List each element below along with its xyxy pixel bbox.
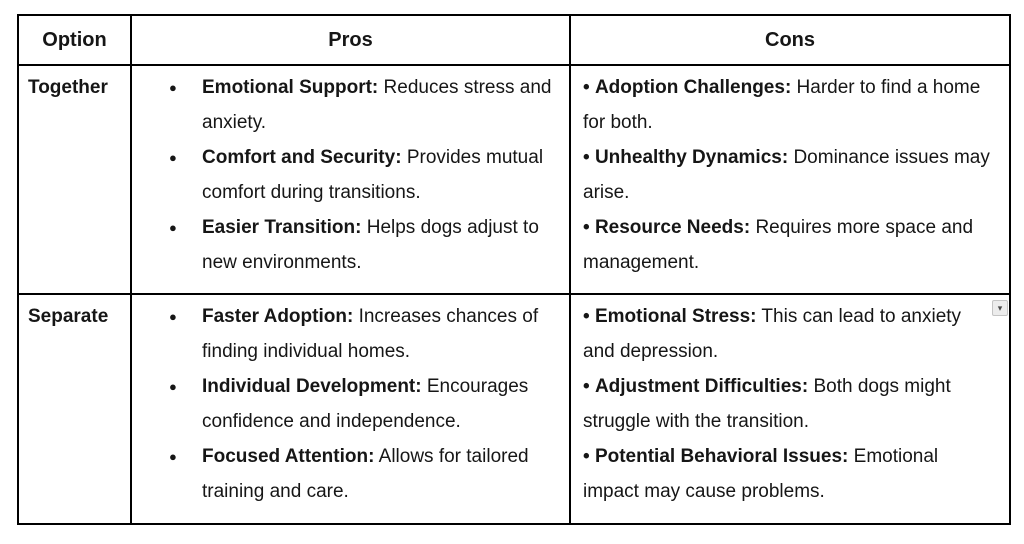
bullet-icon: • (583, 376, 590, 397)
pros-cell: ● Faster Adoption: Increases chances of … (130, 293, 571, 525)
list-item: • Emotional Stress: This can lead to anx… (583, 299, 997, 369)
con-term: Potential Behavioral Issues: (594, 446, 849, 467)
list-item: ● Faster Adoption: Increases chances of … (132, 299, 567, 369)
list-item: • Potential Behavioral Issues: Emotional… (583, 439, 997, 509)
pro-term: Comfort and Security: (202, 147, 402, 168)
list-item: • Adoption Challenges: Harder to find a … (583, 70, 997, 140)
list-item: • Resource Needs: Requires more space an… (583, 210, 997, 280)
table-row-together: Together ● Emotional Support: Reduces st… (17, 64, 1011, 295)
list-item: • Adjustment Difficulties: Both dogs mig… (583, 369, 997, 439)
table-header-row: Option Pros Cons (17, 14, 1011, 66)
list-item: ● Focused Attention: Allows for tailored… (132, 439, 567, 509)
bullet-icon: • (583, 446, 590, 467)
bullet-icon: • (583, 306, 590, 327)
column-header-cons: Cons (569, 14, 1011, 66)
option-cell: Together (17, 64, 132, 295)
bullet-icon: ● (169, 449, 177, 464)
overflow-dropdown-button[interactable]: ▾ (992, 300, 1008, 316)
con-term: Emotional Stress: (594, 306, 757, 327)
pro-term: Emotional Support: (202, 77, 379, 98)
pros-cell: ● Emotional Support: Reduces stress and … (130, 64, 571, 295)
bullet-icon: ● (169, 150, 177, 165)
pro-desc: Reduces stress and anxiety. (202, 77, 552, 133)
con-term: Adjustment Difficulties: (594, 376, 809, 397)
bullet-icon: ● (169, 309, 177, 324)
con-term: Unhealthy Dynamics: (594, 147, 789, 168)
bullet-icon: • (583, 77, 590, 98)
chevron-down-icon: ▾ (997, 302, 1003, 313)
list-item: ● Individual Development: Encourages con… (132, 369, 567, 439)
con-desc: Requires more space and management. (583, 217, 974, 273)
pros-cons-table: Option Pros Cons Together ● Emotional Su… (17, 14, 1011, 525)
cons-cell: • Emotional Stress: This can lead to anx… (569, 293, 1011, 525)
con-desc: This can lead to anxiety and depression. (583, 306, 962, 362)
bullet-icon: • (583, 147, 590, 168)
pro-desc: Provides mutual comfort during transitio… (202, 147, 544, 203)
con-desc: Harder to find a home for both. (583, 77, 981, 133)
pros-list: ● Emotional Support: Reduces stress and … (132, 70, 567, 280)
column-header-option: Option (17, 14, 132, 66)
bullet-icon: ● (169, 220, 177, 235)
list-item: • Unhealthy Dynamics: Dominance issues m… (583, 140, 997, 210)
bullet-icon: ● (169, 80, 177, 95)
pro-desc: Allows for tailored training and care. (202, 446, 529, 502)
pro-term: Faster Adoption: (202, 306, 354, 327)
list-item: ● Comfort and Security: Provides mutual … (132, 140, 567, 210)
option-cell: Separate (17, 293, 132, 525)
con-term: Adoption Challenges: (594, 77, 792, 98)
column-header-pros: Pros (130, 14, 571, 66)
con-desc: Both dogs might struggle with the transi… (583, 376, 951, 432)
cons-cell: • Adoption Challenges: Harder to find a … (569, 64, 1011, 295)
pro-term: Easier Transition: (202, 217, 362, 238)
pro-desc: Helps dogs adjust to new environments. (202, 217, 539, 273)
pro-desc: Encourages confidence and independence. (202, 376, 529, 432)
pro-term: Individual Development: (202, 376, 422, 397)
bullet-icon: ● (169, 379, 177, 394)
pro-term: Focused Attention: (202, 446, 375, 467)
table-row-separate: Separate ● Faster Adoption: Increases ch… (17, 293, 1011, 525)
pro-desc: Increases chances of finding individual … (202, 306, 539, 362)
con-term: Resource Needs: (594, 217, 751, 238)
con-desc: Emotional impact may cause problems. (583, 446, 939, 502)
con-desc: Dominance issues may arise. (583, 147, 990, 203)
list-item: ● Emotional Support: Reduces stress and … (132, 70, 567, 140)
pros-list: ● Faster Adoption: Increases chances of … (132, 299, 567, 509)
bullet-icon: • (583, 217, 590, 238)
list-item: ● Easier Transition: Helps dogs adjust t… (132, 210, 567, 280)
